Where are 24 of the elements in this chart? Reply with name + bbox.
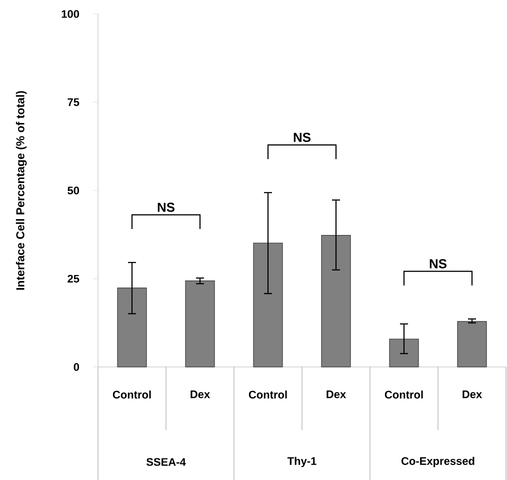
y-tick-label: 25 bbox=[68, 274, 80, 283]
y-tick-label: 100 bbox=[62, 10, 80, 18]
y-tick-label: 75 bbox=[68, 98, 80, 106]
y-tick-label: 50 bbox=[68, 186, 80, 194]
annotation: NS bbox=[158, 202, 175, 212]
x-tick-label: Control bbox=[248, 390, 287, 399]
x-tick-label: Dex bbox=[462, 390, 482, 398]
x-tick-label: Dex bbox=[190, 390, 210, 398]
text: SSEA-4 bbox=[146, 458, 186, 466]
text: Thy-1 bbox=[287, 456, 316, 468]
x-tick-label: Control bbox=[384, 390, 423, 399]
text: Co-Expressed bbox=[401, 456, 474, 468]
bar bbox=[389, 338, 419, 368]
annotation: NS bbox=[294, 132, 311, 142]
y-axis-title: Interface Cell Percentage (% of total) bbox=[16, 91, 27, 290]
x-tick-label: Control bbox=[112, 390, 151, 399]
y-tick-label: 0 bbox=[74, 363, 80, 371]
bar bbox=[457, 321, 487, 368]
bar bbox=[321, 235, 351, 368]
bar bbox=[117, 288, 147, 368]
bar bbox=[185, 280, 215, 368]
bar bbox=[253, 242, 283, 368]
x-tick-label: Dex bbox=[326, 390, 346, 398]
annotation: NS bbox=[430, 259, 447, 268]
